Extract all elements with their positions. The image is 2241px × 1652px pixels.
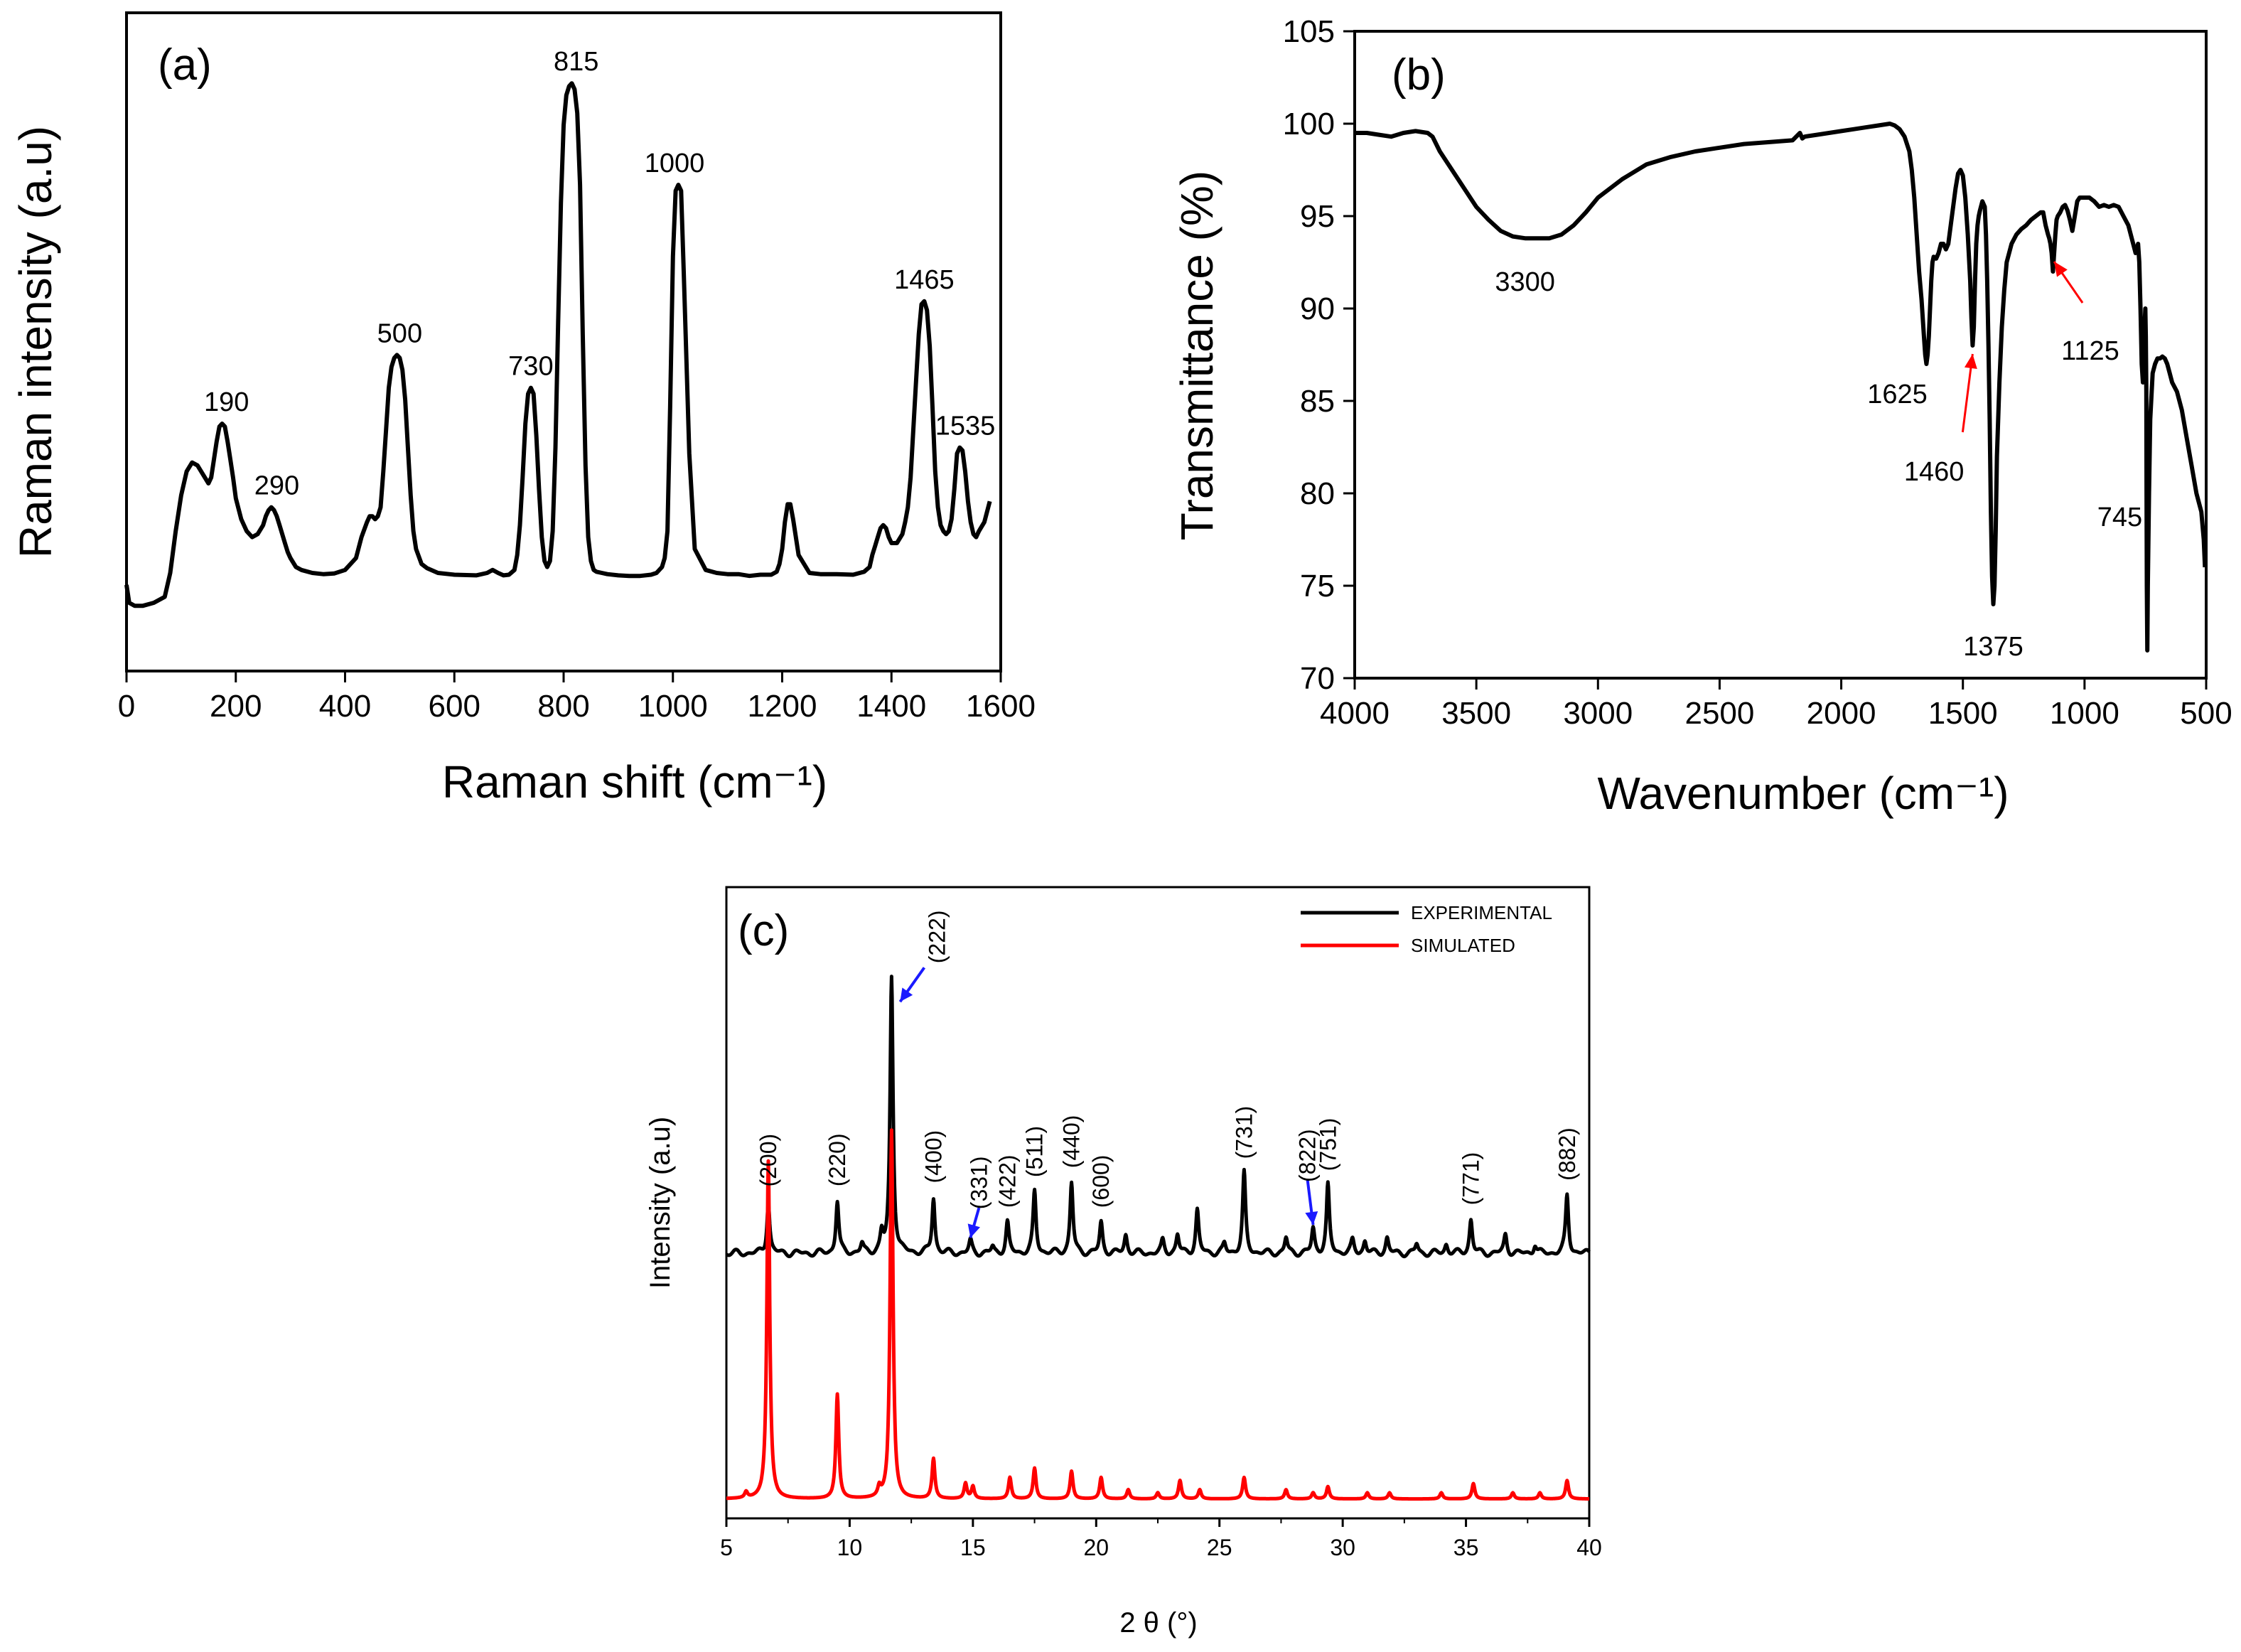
y-tick-label: 90	[1300, 291, 1335, 326]
x-tick-label: 500	[2180, 696, 2232, 731]
peak-label: (751)	[1315, 1118, 1340, 1171]
peak-label: (200)	[756, 1134, 781, 1187]
panel-c-letter: (c)	[738, 906, 789, 955]
peak-label: (422)	[994, 1154, 1020, 1208]
legend-label-simulated: SIMULATED	[1411, 935, 1515, 956]
x-tick-label: 25	[1207, 1535, 1232, 1560]
peak-label: (222)	[924, 911, 950, 964]
x-tick-label: 3000	[1563, 696, 1633, 731]
x-tick-label: 15	[960, 1535, 986, 1560]
y-tick-label: 70	[1300, 661, 1335, 696]
panel-b-ftir-chart: (b) 4000 3500 3000 2500 2000 1500 1000 500 70 75 8…	[1171, 14, 2232, 819]
annotation-arrowhead	[900, 987, 913, 1002]
x-tick-label: 2000	[1807, 696, 1876, 731]
peak-label: 290	[254, 471, 299, 501]
panel-b-x-axis-title: Wavenumber (cm⁻¹)	[1597, 768, 2009, 819]
panel-b-annotations: 3300 1625 1460 1375 1125 745	[1495, 261, 2142, 662]
peak-label: (331)	[966, 1156, 991, 1209]
panel-c-annotations: (200) (220) (222) (400) (331) (422)(511) (440)…	[756, 911, 1580, 1238]
annotation-arrowhead	[1964, 354, 1977, 369]
panel-a-letter: (a)	[158, 41, 212, 90]
peak-label: 3300	[1495, 267, 1555, 297]
y-tick-label: 75	[1300, 569, 1335, 604]
x-tick-label: 1000	[2050, 696, 2119, 731]
y-tick-label: 100	[1283, 107, 1335, 141]
peak-label: 815	[554, 47, 598, 77]
panel-c-x-axis-title: 2 θ (°)	[1119, 1607, 1197, 1638]
x-tick-label: 40	[1576, 1535, 1602, 1560]
peak-label: 190	[204, 387, 249, 417]
peak-label: 1375	[1963, 632, 2024, 662]
peak-label: (882)	[1554, 1127, 1580, 1181]
raman-spectrum-line	[124, 81, 992, 608]
x-tick-label: 1500	[1928, 696, 1998, 731]
peak-label: (511)	[1022, 1126, 1048, 1177]
peak-label: (400)	[920, 1130, 946, 1184]
annotation-arrowhead	[2054, 262, 2068, 277]
y-tick-label: 85	[1300, 384, 1335, 419]
panel-c-legend: EXPERIMENTAL SIMULATED	[1301, 902, 1552, 956]
x-tick-label: 1400	[856, 689, 926, 724]
peak-label: 1125	[2061, 336, 2119, 366]
panel-c-y-axis-title: Intensity (a.u)	[645, 1117, 676, 1289]
simulated-pattern-line	[725, 1128, 1591, 1501]
peak-label: 1625	[1867, 380, 1928, 409]
panel-c-xrd-chart: (c) 5 10 15 20 25 30 35 40 (200) (220) (222) (400)…	[645, 886, 1602, 1638]
panel-c-series	[725, 975, 1591, 1501]
x-tick-label: 600	[429, 689, 480, 724]
x-tick-label: 200	[210, 689, 262, 724]
peak-label: (771)	[1458, 1152, 1484, 1206]
x-tick-label: 5	[720, 1535, 733, 1560]
ftir-spectrum-line	[1355, 122, 2208, 653]
legend-label-experimental: EXPERIMENTAL	[1411, 902, 1552, 923]
peak-label: (440)	[1059, 1115, 1085, 1169]
x-tick-label: 4000	[1320, 696, 1390, 731]
peak-label: (220)	[824, 1133, 850, 1186]
annotation-arrowhead	[967, 1223, 980, 1238]
panel-a-annotations: 190 290 500 730 815 1000 1465 1535	[204, 47, 995, 500]
peak-label: (600)	[1088, 1155, 1114, 1208]
x-tick-label: 10	[837, 1535, 863, 1560]
peak-label: 1460	[1904, 457, 1965, 487]
panel-c-x-ticks: 5 10 15 20 25 30 35 40	[720, 1518, 1602, 1560]
peak-label: 1000	[645, 149, 705, 178]
x-tick-label: 1200	[748, 689, 817, 724]
panel-b-series	[1355, 122, 2208, 653]
panel-b-y-axis-title: Transmittance (%)	[1171, 171, 1222, 540]
x-tick-label: 35	[1453, 1535, 1479, 1560]
panel-b-ticks: 4000 3500 3000 2500 2000 1500 1000 500 70 75 80 85 9…	[1283, 14, 2232, 731]
peak-label: 745	[2097, 503, 2142, 532]
experimental-pattern-line	[725, 975, 1591, 1259]
panel-a-y-axis-title: Raman intensity (a.u)	[10, 126, 61, 558]
x-tick-label: 0	[118, 689, 135, 724]
peak-label: 730	[508, 352, 553, 382]
peak-label: 1535	[935, 412, 996, 441]
x-tick-label: 20	[1083, 1535, 1109, 1560]
panel-b-letter: (b)	[1392, 50, 1446, 100]
panel-a-raman-chart: (a) 0 200 400 600 800 1000 1200 1400 1600 190 290…	[10, 11, 1036, 808]
y-tick-label: 105	[1283, 14, 1335, 49]
x-tick-label: 3500	[1441, 696, 1511, 731]
x-tick-label: 400	[319, 689, 371, 724]
panel-a-x-ticks: 0 200 400 600 800 1000 1200 1400 1600	[118, 671, 1036, 724]
panel-a-series	[124, 81, 992, 608]
panel-b-plot-frame	[1353, 30, 2208, 680]
y-tick-label: 80	[1300, 476, 1335, 511]
peak-label: 1465	[894, 265, 955, 295]
x-tick-label: 800	[537, 689, 589, 724]
y-tick-label: 95	[1300, 199, 1335, 234]
x-tick-label: 2500	[1684, 696, 1754, 731]
peak-label: (822)	[1295, 1129, 1321, 1182]
peak-label: 500	[377, 318, 422, 348]
x-tick-label: 30	[1330, 1535, 1355, 1560]
peak-label: (731)	[1231, 1106, 1257, 1159]
x-tick-label: 1600	[966, 689, 1036, 724]
annotation-arrowhead	[1305, 1211, 1318, 1225]
panel-a-x-axis-title: Raman shift (cm⁻¹)	[442, 756, 827, 808]
x-tick-label: 1000	[638, 689, 708, 724]
